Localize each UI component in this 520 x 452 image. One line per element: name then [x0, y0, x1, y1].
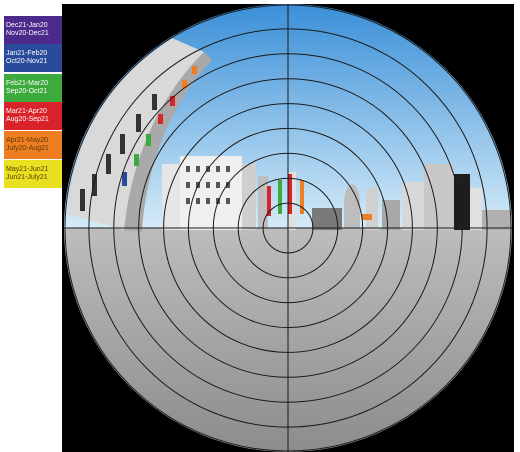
legend-label: Feb21-Mar20 — [6, 80, 49, 87]
legend-label: Dec21-Jan20 — [6, 22, 48, 29]
legend-label: July20-Aug21 — [6, 145, 49, 152]
silo-body — [344, 204, 360, 230]
building — [258, 176, 268, 230]
apartment-windows — [186, 166, 230, 204]
building — [470, 188, 482, 230]
low-building — [312, 208, 342, 230]
legend-item-may-jun: May21-Jun21 Jun21-July21 — [4, 160, 62, 188]
legend-label: Oct20-Nov21 — [6, 58, 48, 65]
legend-label: Jun21-July21 — [6, 174, 48, 181]
legend-item-jan-feb: Jan21-Feb20 Oct20-Nov21 — [4, 44, 62, 72]
fisheye-view — [62, 4, 514, 452]
apartment-block — [180, 156, 242, 230]
legend-label: Mar21-Apr20 — [6, 108, 47, 115]
legend-item-mar-apr: Mar21-Apr20 Aug20-Sep21 — [4, 102, 62, 130]
polar-grid — [64, 4, 512, 452]
building — [382, 200, 400, 230]
legend-label: Sep20-Oct21 — [6, 88, 48, 95]
building — [366, 188, 378, 230]
curved-tower — [68, 38, 204, 230]
building — [402, 182, 424, 230]
sunpath-marks-left — [122, 66, 197, 186]
building — [482, 210, 512, 230]
legend-label: Nov20-Dec21 — [6, 30, 49, 37]
fisheye-svg — [62, 4, 514, 452]
sunpath-mark — [362, 214, 372, 220]
legend-item-feb-mar: Feb21-Mar20 Sep20-Oct21 — [4, 74, 62, 102]
legend-label: Jan21-Feb20 — [6, 50, 48, 57]
legend-label: May21-Jun21 — [6, 166, 49, 173]
curved-tower-side — [124, 52, 212, 232]
legend-label: Aug20-Sep21 — [6, 116, 49, 123]
legend-label: Apr21-May20 — [6, 137, 49, 144]
building — [162, 164, 180, 230]
legend-item-dec-jan: Dec21-Jan20 Nov20-Dec21 — [4, 16, 62, 44]
sunpath-marks-center — [267, 174, 304, 216]
legend-item-apr-may: Apr21-May20 July20-Aug21 — [4, 131, 62, 159]
tower-windows — [80, 94, 157, 211]
building — [424, 164, 454, 230]
